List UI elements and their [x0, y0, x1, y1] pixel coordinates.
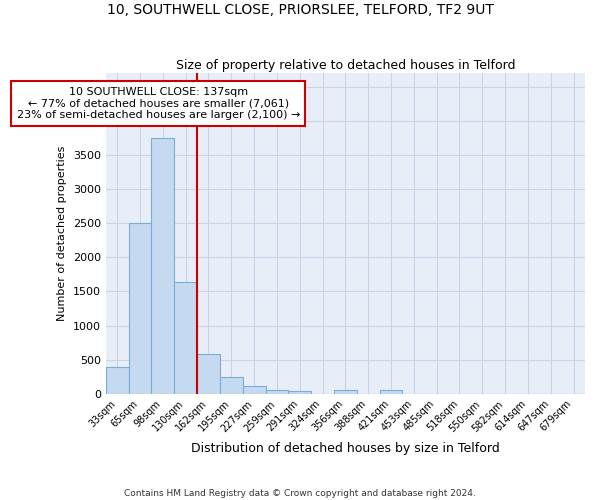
Y-axis label: Number of detached properties: Number of detached properties [57, 146, 67, 321]
Bar [106, 367, 128, 394]
Bar [174, 282, 197, 394]
Bar [242, 386, 266, 394]
Text: 10 SOUTHWELL CLOSE: 137sqm
← 77% of detached houses are smaller (7,061)
23% of s: 10 SOUTHWELL CLOSE: 137sqm ← 77% of deta… [17, 87, 300, 120]
Text: Contains HM Land Registry data © Crown copyright and database right 2024.: Contains HM Land Registry data © Crown c… [124, 488, 476, 498]
Bar [197, 354, 220, 394]
X-axis label: Distribution of detached houses by size in Telford: Distribution of detached houses by size … [191, 442, 500, 455]
Bar [128, 224, 151, 394]
Bar [380, 390, 403, 394]
Bar [334, 390, 357, 394]
Bar [151, 138, 174, 394]
Bar [220, 376, 242, 394]
Bar [266, 390, 289, 394]
Title: Size of property relative to detached houses in Telford: Size of property relative to detached ho… [176, 59, 515, 72]
Bar [289, 390, 311, 394]
Text: 10, SOUTHWELL CLOSE, PRIORSLEE, TELFORD, TF2 9UT: 10, SOUTHWELL CLOSE, PRIORSLEE, TELFORD,… [107, 2, 493, 16]
